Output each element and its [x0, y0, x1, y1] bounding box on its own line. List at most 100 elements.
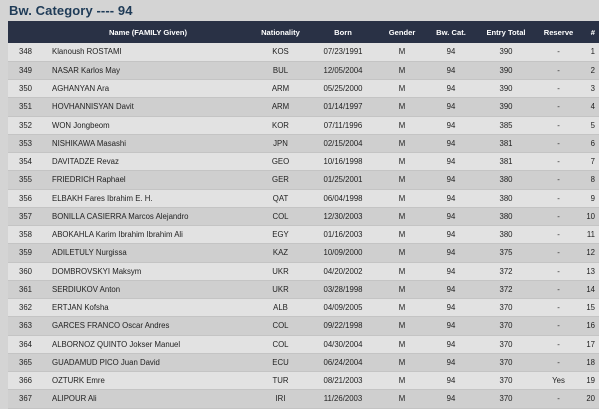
table-row[interactable]: 362 ERTJAN Kofsha ALB 04/09/2005 M 94 370-15: [8, 298, 599, 318]
cell-entry-total: 375: [476, 243, 536, 263]
cell-bw-cat: 94: [426, 170, 476, 190]
cell-born: 07/11/1996: [308, 116, 378, 135]
cell-entry-total: 380: [476, 189, 536, 208]
column-header-rank[interactable]: #: [590, 27, 595, 37]
table-row[interactable]: 356 ELBAKH Fares Ibrahim E. H. QAT 06/04/19…: [8, 189, 599, 208]
column-header-gender[interactable]: Gender: [388, 27, 416, 37]
cell-name: NASAR Karlos May: [43, 61, 253, 81]
column-header-born[interactable]: Born: [334, 27, 352, 37]
cell-rank: 7: [581, 152, 599, 172]
table-row[interactable]: 353 NISHIKAWA Masashi JPN 02/15/2004 M 94 381-…: [8, 134, 599, 154]
cell-rank: 16: [581, 316, 599, 336]
cell-entry-total: 380: [476, 170, 536, 190]
table-row[interactable]: 365 GUADAMUD PICO Juan David ECU 06/24/2004…: [8, 353, 599, 373]
table-row[interactable]: 364 ALBORNOZ QUINTO Jokser Manuel COL 04/30…: [8, 335, 599, 354]
cell-nationality: ECU: [253, 353, 308, 373]
cell-entry-total: 370: [476, 298, 536, 318]
cell-bw-cat: 94: [426, 316, 476, 336]
cell-gender: M: [378, 61, 426, 81]
cell-name: ALIPOUR Ali: [43, 389, 253, 409]
cell-rank: 2: [581, 61, 599, 81]
cell-born: 06/24/2004: [308, 353, 378, 373]
cell-id: 357: [8, 207, 43, 227]
column-header-entry-total[interactable]: Entry Total: [486, 27, 526, 37]
cell-born: 06/04/1998: [308, 189, 378, 208]
cell-rank: 18: [581, 353, 599, 373]
cell-id: 351: [8, 97, 43, 117]
cell-gender: M: [378, 134, 426, 154]
column-header-id[interactable]: [8, 21, 43, 43]
cell-id: 367: [8, 389, 43, 409]
cell-reserve: -: [536, 335, 581, 354]
cell-name: FRIEDRICH Raphael: [43, 170, 253, 190]
table-row[interactable]: 360 DOMBROVSKYI Maksym UKR 04/20/2002 M 94 372…: [8, 262, 599, 281]
cell-nationality: JPN: [253, 134, 308, 154]
cell-born: 10/09/2000: [308, 243, 378, 263]
cell-rank: 14: [581, 280, 599, 300]
table-row[interactable]: 363 GARCES FRANCO Oscar Andres COL 09/22/19…: [8, 316, 599, 336]
cell-reserve: -: [536, 43, 581, 62]
cell-rank: 3: [581, 79, 599, 99]
cell-reserve: -: [536, 61, 581, 81]
table-row[interactable]: 357 BONILLA CASIERRA Marcos Alejandro COL 1…: [8, 207, 599, 227]
cell-bw-cat: 94: [426, 116, 476, 135]
cell-bw-cat: 94: [426, 97, 476, 117]
cell-bw-cat: 94: [426, 43, 476, 62]
cell-id: 359: [8, 243, 43, 263]
table-row[interactable]: 361 SERDIUKOV Anton UKR 03/28/1998 M 94 372-14: [8, 280, 599, 300]
table-row[interactable]: 351 HOVHANNISYAN Davit ARM 01/14/1997 M 94 390…: [8, 97, 599, 117]
cell-born: 10/16/1998: [308, 152, 378, 172]
column-header-nationality[interactable]: Nationality: [261, 27, 300, 37]
cell-born: 04/20/2002: [308, 262, 378, 281]
cell-name: BONILLA CASIERRA Marcos Alejandro: [43, 207, 253, 227]
table-row[interactable]: 367 ALIPOUR Ali IRI 11/26/2003 M 94 370-20: [8, 389, 599, 409]
cell-reserve: -: [536, 207, 581, 227]
cell-id: 360: [8, 262, 43, 281]
cell-name: SERDIUKOV Anton: [43, 280, 253, 300]
table-row[interactable]: 359 ADILETULY Nurgissa KAZ 10/09/2000 M 94 375…: [8, 243, 599, 263]
cell-nationality: KAZ: [253, 243, 308, 263]
cell-name: ERTJAN Kofsha: [43, 298, 253, 318]
cell-reserve: -: [536, 280, 581, 300]
cell-reserve: -: [536, 389, 581, 409]
table-row[interactable]: 352 WON Jongbeom KOR 07/11/1996 M 94 385-5: [8, 116, 599, 135]
cell-bw-cat: 94: [426, 353, 476, 373]
cell-id: 361: [8, 280, 43, 300]
cell-entry-total: 385: [476, 116, 536, 135]
table-row[interactable]: 358 ABOKAHLA Karim Ibrahim Ibrahim Ali EGY…: [8, 225, 599, 245]
cell-bw-cat: 94: [426, 152, 476, 172]
cell-bw-cat: 94: [426, 189, 476, 208]
table-row[interactable]: 348 Klanoush ROSTAMI KOS 07/23/1991 M 94 390-1: [8, 43, 599, 62]
cell-reserve: -: [536, 170, 581, 190]
cell-gender: M: [378, 116, 426, 135]
column-header-bw-cat[interactable]: Bw. Cat.: [436, 27, 466, 37]
cell-id: 353: [8, 134, 43, 154]
cell-id: 348: [8, 43, 43, 62]
cell-name: ADILETULY Nurgissa: [43, 243, 253, 263]
cell-nationality: BUL: [253, 61, 308, 81]
cell-born: 02/15/2004: [308, 134, 378, 154]
table-row[interactable]: 349 NASAR Karlos May BUL 12/05/2004 M 94 390-2: [8, 61, 599, 81]
cell-id: 366: [8, 371, 43, 391]
table-row[interactable]: 366 OZTURK Emre TUR 08/21/2003 M 94 370 Yes 19: [8, 371, 599, 391]
cell-born: 01/16/2003: [308, 225, 378, 245]
cell-rank: 10: [581, 207, 599, 227]
cell-bw-cat: 94: [426, 262, 476, 281]
cell-gender: M: [378, 170, 426, 190]
cell-nationality: KOR: [253, 116, 308, 135]
cell-born: 01/14/1997: [308, 97, 378, 117]
cell-born: 11/26/2003: [308, 389, 378, 409]
cell-bw-cat: 94: [426, 371, 476, 391]
cell-nationality: COL: [253, 316, 308, 336]
cell-nationality: COL: [253, 335, 308, 354]
table-row[interactable]: 354 DAVITADZE Revaz GEO 10/16/1998 M 94 381-7: [8, 152, 599, 172]
table-row[interactable]: 350 AGHANYAN Ara ARM 05/25/2000 M 94 390-3: [8, 79, 599, 99]
cell-reserve: Yes: [536, 371, 581, 391]
cell-gender: M: [378, 79, 426, 99]
cell-reserve: -: [536, 316, 581, 336]
column-header-name[interactable]: Name (FAMILY Given): [108, 27, 188, 37]
cell-entry-total: 390: [476, 79, 536, 99]
column-header-reserve[interactable]: Reserve: [543, 27, 574, 37]
table-row[interactable]: 355 FRIEDRICH Raphael GER 01/25/2001 M 94 380-…: [8, 170, 599, 190]
cell-entry-total: 381: [476, 134, 536, 154]
